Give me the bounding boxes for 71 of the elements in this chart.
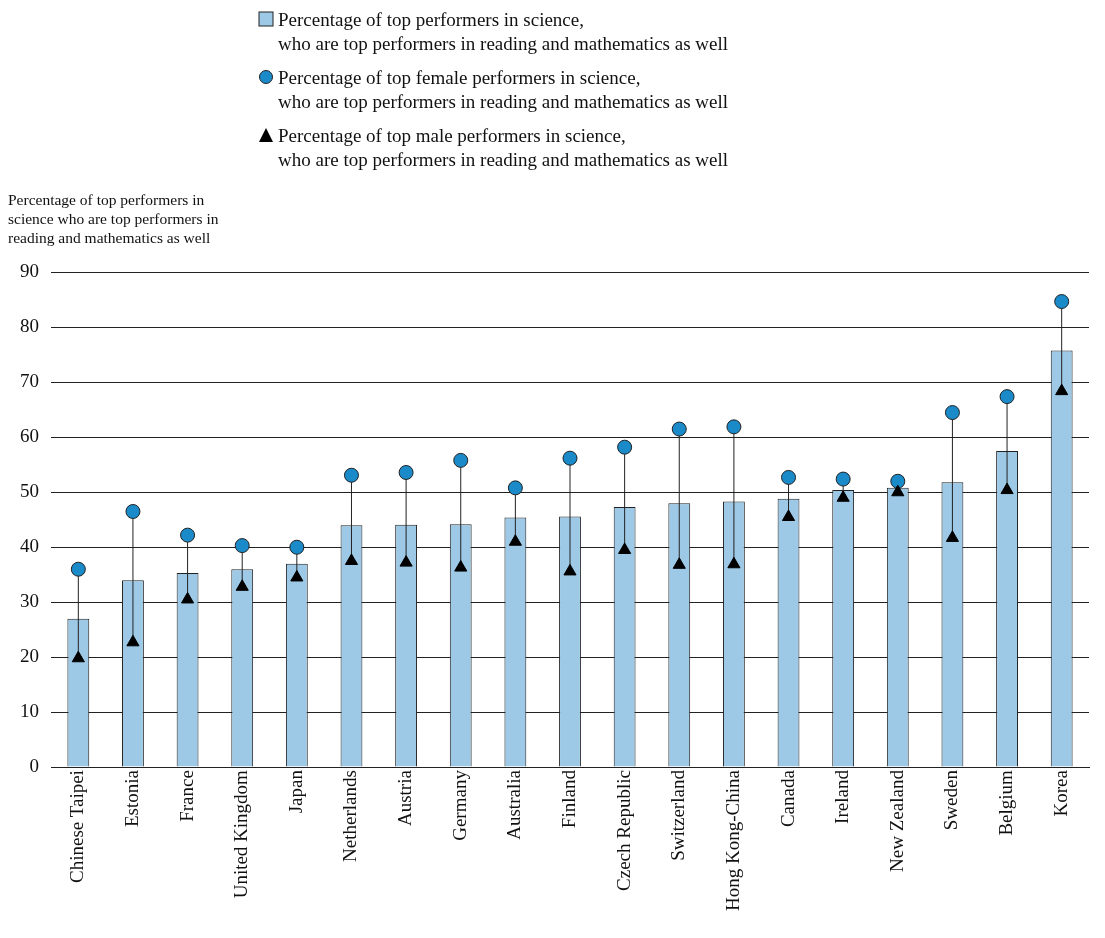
point	[891, 484, 905, 497]
point	[1055, 383, 1069, 396]
y-axis-title: Percentage of top performers in science who are top performers in reading and mathematics as well	[8, 190, 220, 247]
y-tick-label: 60	[20, 425, 39, 447]
x-tick-label: Sweden	[940, 769, 962, 831]
point	[180, 527, 196, 543]
point	[1000, 482, 1014, 495]
point	[289, 539, 305, 555]
point	[70, 561, 86, 577]
point	[453, 452, 469, 468]
x-tick-label: Finland	[557, 769, 579, 829]
x-tick-label: United Kingdom	[230, 769, 252, 899]
point	[944, 405, 960, 421]
point	[563, 563, 577, 576]
point	[618, 542, 632, 554]
point	[125, 504, 141, 519]
point	[726, 419, 742, 435]
x-tick-label: Korea	[1049, 769, 1071, 817]
point	[671, 421, 687, 437]
x-tick-label: Ireland	[831, 769, 853, 824]
x-tick-label: Chinese Taipei	[66, 770, 88, 883]
x-tick-label: France	[175, 770, 197, 822]
point	[836, 490, 850, 502]
point	[999, 389, 1015, 405]
point	[181, 591, 195, 604]
x-tick-label: Czech Republic	[612, 770, 634, 891]
x-tick-label: Belgium	[995, 769, 1017, 836]
point	[890, 473, 906, 489]
point	[399, 555, 413, 567]
y-tick-label: 40	[20, 535, 39, 557]
x-tick-label: Canada	[776, 769, 798, 828]
y-tick-label: 80	[20, 315, 39, 337]
y-tick-label: 70	[20, 370, 39, 392]
x-tick-label: Austria	[394, 769, 416, 827]
x-tick-label: Switzerland	[667, 769, 689, 861]
point	[1054, 294, 1070, 310]
legend-label: Percentage of top male performers in science, who are top performers in reading and mathematics as well	[278, 124, 729, 172]
point	[781, 469, 797, 485]
point	[562, 450, 578, 466]
point	[454, 560, 468, 572]
point	[617, 439, 633, 455]
y-tick-label: 30	[20, 590, 39, 612]
x-tick-label: Estonia	[120, 769, 142, 828]
point	[508, 534, 522, 546]
x-tick-label: Japan	[284, 769, 306, 814]
x-tick-label: Netherlands	[339, 770, 361, 862]
x-tick-label: New Zealand	[885, 769, 907, 872]
point	[235, 579, 249, 591]
point	[71, 650, 85, 663]
legend-label: Percentage of top performers in science, who are top performers in reading and mathematics as well	[278, 8, 729, 56]
point	[343, 467, 359, 483]
point	[945, 530, 959, 542]
point	[234, 538, 250, 554]
legend-label: Percentage of top female performers in science, who are top performers in reading and mathematics as well	[278, 66, 729, 114]
point	[344, 553, 359, 565]
point	[672, 557, 686, 569]
point	[835, 471, 851, 487]
point	[727, 556, 741, 569]
x-tick-label: Germany	[448, 769, 470, 841]
point	[398, 464, 414, 480]
point	[126, 634, 140, 647]
x-tick-label: Hong Kong-China	[721, 769, 743, 911]
point	[507, 480, 523, 496]
x-tick-label: Australia	[503, 769, 525, 840]
y-tick-label: 20	[20, 645, 39, 667]
point	[781, 509, 796, 521]
y-tick-label: 90	[20, 260, 39, 282]
y-tick-label: 0	[29, 755, 39, 777]
y-tick-label: 50	[20, 480, 39, 502]
point	[290, 569, 304, 582]
y-tick-label: 10	[20, 700, 39, 722]
